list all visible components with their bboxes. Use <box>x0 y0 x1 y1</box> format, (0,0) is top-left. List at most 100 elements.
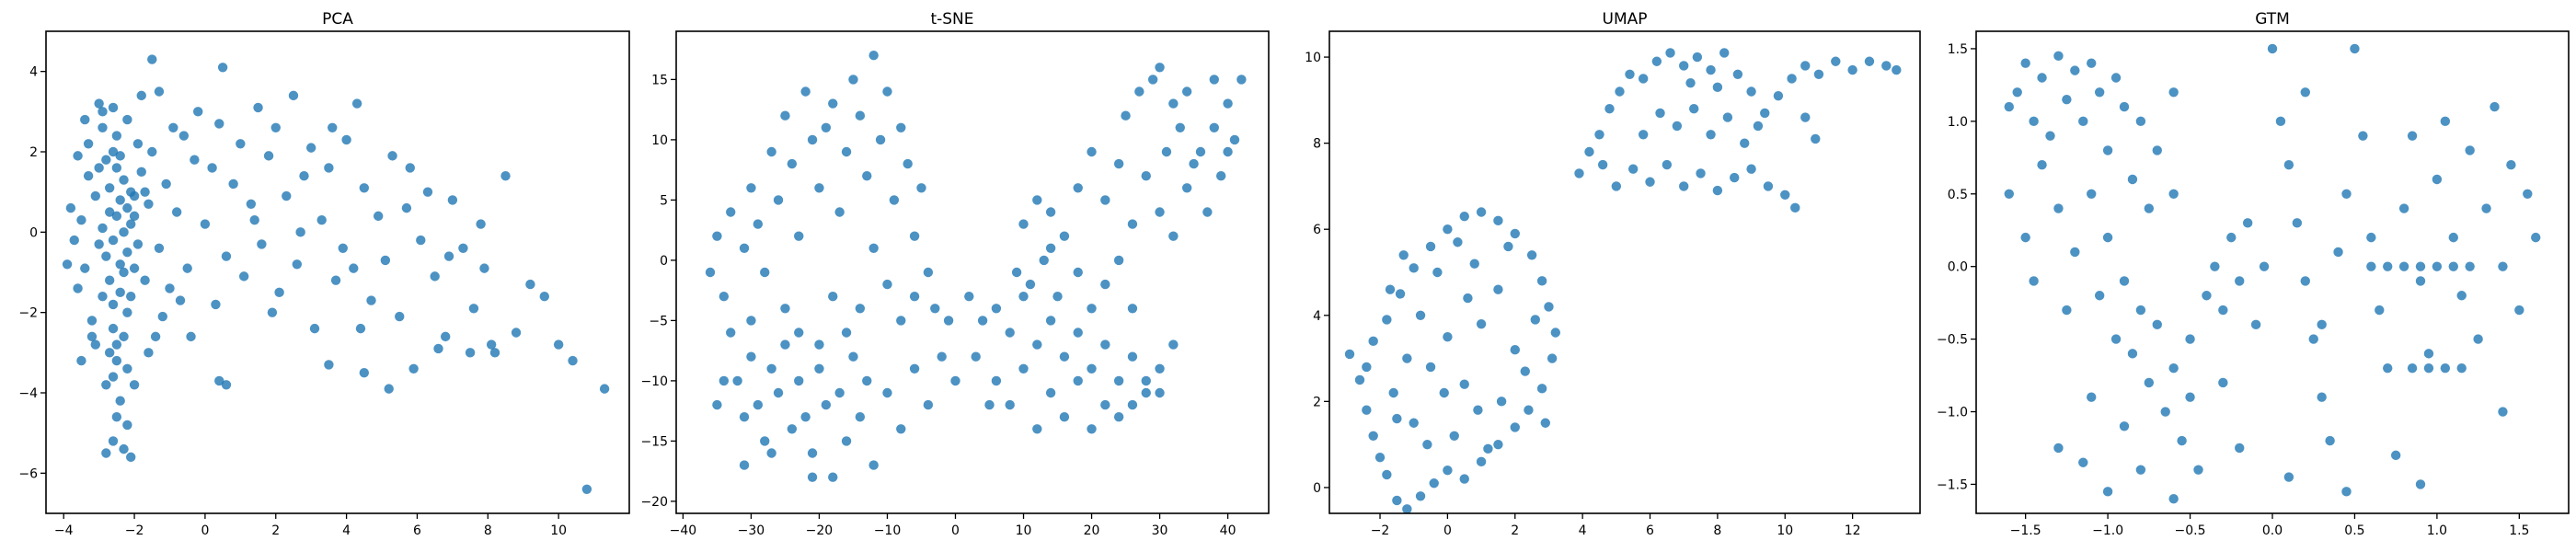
scatter-point <box>2308 334 2318 344</box>
scatter-point <box>76 215 86 225</box>
scatter-point <box>408 363 419 374</box>
scatter-point <box>909 363 920 374</box>
scatter-point <box>1073 375 1083 386</box>
scatter-point <box>862 375 872 386</box>
scatter-point <box>182 263 192 273</box>
scatter-point <box>1847 64 1857 75</box>
scatter-point <box>1223 146 1233 157</box>
scatter-point <box>2202 291 2212 301</box>
panel-title: GTM <box>2255 10 2290 29</box>
scatter-point <box>1100 195 1110 205</box>
scatter-point <box>2407 362 2418 374</box>
scatter-point <box>1712 185 1723 196</box>
x-tick-label: 6 <box>1646 523 1654 538</box>
scatter-point <box>2398 261 2409 271</box>
scatter-point <box>1696 168 1706 178</box>
scatter-point <box>841 146 852 157</box>
scatter-point <box>1236 75 1247 85</box>
scatter-point <box>2341 487 2352 497</box>
scatter-point <box>1429 478 1439 489</box>
scatter-point <box>1679 181 1689 191</box>
x-tick-label: −1.5 <box>2010 523 2041 538</box>
scatter-point <box>73 151 83 161</box>
scatter-point <box>2070 65 2080 75</box>
scatter-point <box>200 219 211 229</box>
scatter-point <box>773 387 784 398</box>
scatter-point <box>2333 247 2343 258</box>
scatter-point <box>1011 267 1022 278</box>
x-tick-label: 0.5 <box>2344 523 2364 538</box>
y-tick-label: −20 <box>640 495 668 510</box>
scatter-point <box>157 311 167 322</box>
scatter-point <box>553 339 564 350</box>
scatter-point <box>1155 363 1165 374</box>
scatter-point <box>126 452 136 463</box>
scatter-point <box>977 316 988 326</box>
panel-title: UMAP <box>1603 10 1648 29</box>
scatter-point <box>1354 374 1365 385</box>
scatter-point <box>126 219 136 229</box>
scatter-points <box>62 54 610 494</box>
y-tick-label: −4 <box>18 386 38 401</box>
scatter-point <box>2235 443 2245 454</box>
panel-title: PCA <box>322 10 353 29</box>
x-tick-label: −10 <box>874 523 902 538</box>
scatter-point <box>104 275 115 285</box>
scatter-point <box>132 239 144 249</box>
scatter-point <box>98 292 108 302</box>
scatter-point <box>2481 203 2491 213</box>
scatter-point <box>144 199 154 209</box>
scatter-point <box>144 348 154 358</box>
y-tick-label: 0.5 <box>1948 188 1968 202</box>
scatter-point <box>821 122 832 132</box>
scatter-point <box>2119 276 2130 286</box>
scatter-point <box>2523 189 2533 199</box>
scatter-point <box>500 171 511 181</box>
scatter-point <box>2087 189 2097 199</box>
scatter-point <box>1100 279 1110 290</box>
scatter-point <box>2218 377 2228 388</box>
x-tick-label: 6 <box>413 523 421 538</box>
scatter-point <box>165 283 175 293</box>
scatter-point <box>168 122 178 132</box>
scatter-point <box>1073 267 1083 278</box>
y-tick-label: 0.0 <box>1948 260 1968 275</box>
scatter-point <box>401 202 412 213</box>
scatter-point <box>753 219 764 229</box>
scatter-point <box>2062 94 2072 105</box>
scatter-point <box>69 235 79 246</box>
scatter-point <box>115 151 125 161</box>
scatter-point <box>1655 108 1665 119</box>
scatter-point <box>214 375 224 386</box>
scatter-point <box>1746 164 1756 174</box>
scatter-point <box>94 239 104 249</box>
scatter-point <box>746 316 756 326</box>
scatter-point <box>2531 232 2541 243</box>
scatter-point <box>1740 138 1750 148</box>
scatter-point <box>154 243 165 253</box>
scatter-point <box>328 122 338 132</box>
scatter-point <box>330 275 341 285</box>
scatter-point <box>1395 289 1406 299</box>
scatter-point <box>1476 456 1487 467</box>
scatter-point <box>2185 392 2195 402</box>
scatter-point <box>1362 405 1372 415</box>
scatter-point <box>2037 160 2047 170</box>
scatter-point <box>2102 145 2113 155</box>
x-tick-label: 10 <box>550 523 567 538</box>
scatter-point <box>122 420 132 431</box>
scatter-point <box>2275 116 2286 127</box>
scatter-point <box>1032 424 1042 434</box>
scatter-point <box>2087 392 2097 402</box>
scatter-points <box>1344 48 1902 514</box>
scatter-point <box>773 195 784 205</box>
scatter-point <box>739 460 750 470</box>
scatter-point <box>2448 232 2458 243</box>
scatter-point <box>94 98 104 109</box>
scatter-point <box>991 375 1002 386</box>
scatter-point <box>1722 112 1733 122</box>
scatter-point <box>1202 207 1213 217</box>
scatter-point <box>1604 104 1615 114</box>
scatter-point <box>1032 339 1042 350</box>
scatter-point <box>221 380 232 390</box>
